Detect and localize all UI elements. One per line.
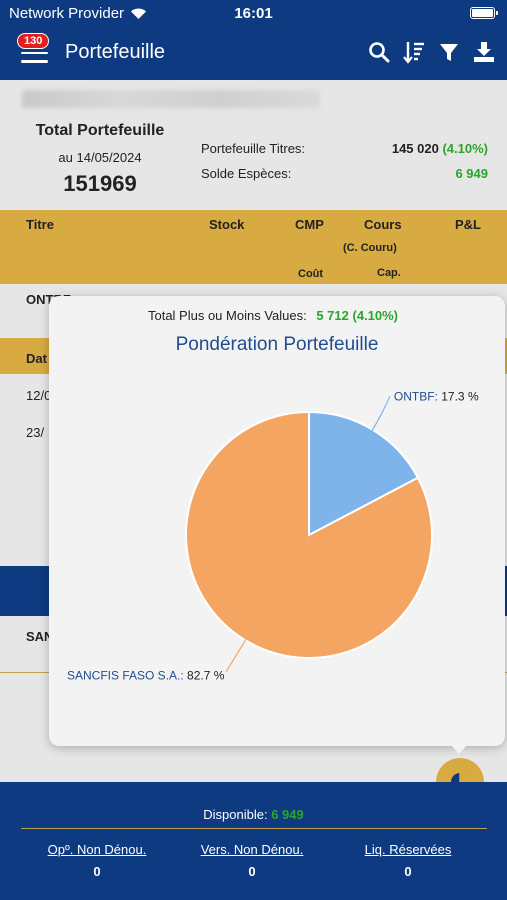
- titres-value: 145 020: [391, 141, 439, 156]
- download-icon[interactable]: [473, 40, 495, 64]
- chart-title: Pondération Portefeuille: [175, 334, 379, 355]
- leader-line: [371, 396, 391, 432]
- sort-icon[interactable]: [403, 40, 425, 64]
- total-summary: Total Portefeuille au 14/05/2024 151969: [0, 122, 200, 197]
- battery-icon: [470, 7, 498, 19]
- carrier-label: Network Provider: [9, 5, 125, 22]
- pm-summary: Total Plus ou Moins Values: 5 712 (4.10%…: [49, 308, 497, 323]
- leader-line: [225, 638, 247, 673]
- op-non-denou-link[interactable]: Opº. Non Dénou.: [47, 842, 147, 857]
- vers-non-denou: Vers. Non Dénou. 0: [177, 842, 327, 879]
- col-cours[interactable]: Cours: [364, 217, 402, 232]
- balance-summary: Portefeuille Titres: 145 020 (4.10%) Sol…: [201, 141, 488, 191]
- pm-label: Total Plus ou Moins Values:: [147, 308, 307, 323]
- carrier: Network Provider: [9, 5, 147, 22]
- history-date-1: 12/0: [26, 388, 52, 403]
- footer: Disponible: 6 949 Opº. Non Dénou. 0 Vers…: [0, 782, 507, 900]
- filter-icon[interactable]: [438, 40, 460, 64]
- popup-pointer: [450, 744, 468, 754]
- account-name-redacted: [22, 90, 320, 108]
- table-header: Titre Stock CMP Cours P&L (C. Couru) Coû…: [0, 210, 507, 284]
- col-cours-sub: (C. Couru): [343, 242, 397, 254]
- liq-reservees-link[interactable]: Liq. Réservées: [364, 842, 452, 857]
- total-date: au 14/05/2024: [58, 150, 142, 165]
- col-titre[interactable]: Titre: [26, 217, 54, 232]
- page-title: Portefeuille: [65, 41, 166, 63]
- titres-pct: (4.10%): [442, 141, 488, 156]
- especes-value: 6 949: [455, 166, 488, 181]
- status-bar: Network Provider 16:01: [0, 0, 507, 26]
- op-non-denou-value: 0: [93, 864, 101, 879]
- col-cmp[interactable]: CMP: [295, 217, 324, 232]
- pie-chart: ONTBF: 17.3 % SANCFIS FASO S.A.: 82.7 %: [67, 389, 479, 683]
- col-cmp-sub: Coût: [298, 268, 324, 280]
- pm-value: 5 712 (4.10%): [316, 308, 399, 323]
- slice-label: ONTBF: 17.3 %: [394, 389, 479, 403]
- history-date-2: 23/: [26, 425, 45, 440]
- available-value: 6 949: [271, 807, 304, 822]
- col-stock[interactable]: Stock: [209, 217, 245, 232]
- weighting-popup: Total Plus ou Moins Values: 5 712 (4.10%…: [49, 296, 505, 746]
- table-row-san[interactable]: SAN: [26, 629, 54, 644]
- liq-reservees: Liq. Réservées 0: [333, 842, 483, 879]
- total-value: 151969: [63, 171, 137, 196]
- total-label: Total Portefeuille: [35, 122, 165, 139]
- slice-label: SANCFIS FASO S.A.: 82.7 %: [67, 669, 225, 683]
- wifi-icon: [131, 8, 147, 19]
- footer-divider: [21, 828, 487, 829]
- history-col-date: Dat: [26, 351, 47, 366]
- vers-non-denou-value: 0: [248, 864, 256, 879]
- titres-label: Portefeuille Titres:: [201, 141, 306, 156]
- notification-badge: 130: [17, 33, 50, 49]
- nav-actions: [368, 40, 495, 64]
- col-pl[interactable]: P&L: [455, 217, 481, 232]
- op-non-denou: Opº. Non Dénou. 0: [22, 842, 172, 879]
- col-cours-sub2: Cap.: [377, 267, 401, 279]
- nav-bar: 130 Portefeuille: [0, 26, 507, 80]
- especes-label: Solde Espèces:: [201, 166, 292, 181]
- vers-non-denou-link[interactable]: Vers. Non Dénou.: [200, 842, 304, 857]
- clock: 16:01: [234, 5, 273, 22]
- available-label: Disponible:: [203, 807, 268, 822]
- available-summary: Disponible: 6 949: [0, 807, 507, 822]
- search-icon[interactable]: [368, 40, 390, 64]
- liq-reservees-value: 0: [404, 864, 412, 879]
